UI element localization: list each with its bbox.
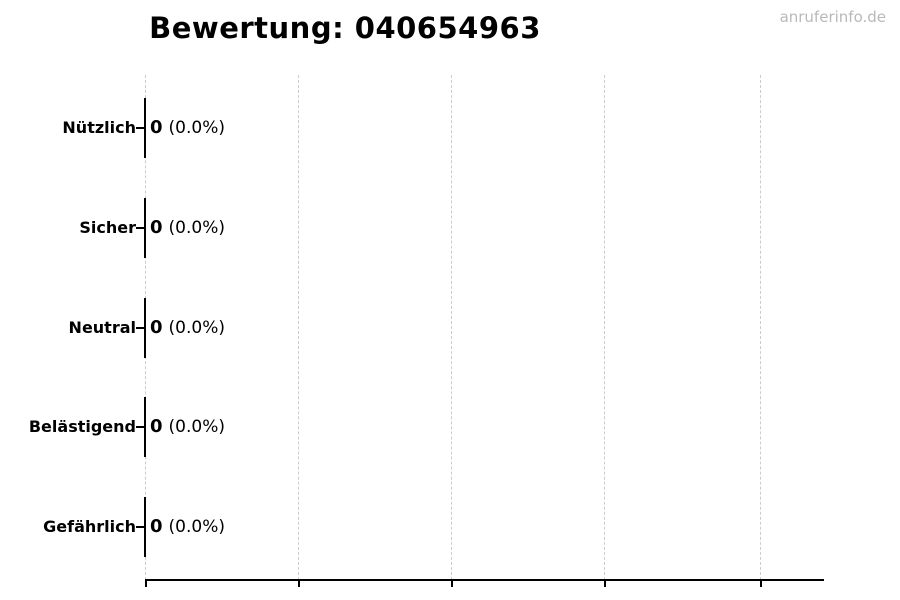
gridline	[298, 75, 299, 580]
chart-title: Bewertung: 040654963	[149, 11, 541, 45]
value-percent: (0.0%)	[168, 517, 225, 537]
y-axis-label: Neutral	[68, 318, 136, 337]
x-axis-tick	[604, 581, 606, 587]
value-label: 0 (0.0%)	[150, 515, 225, 539]
bar	[144, 98, 146, 158]
x-axis-tick	[760, 581, 762, 587]
y-axis-tick	[136, 327, 144, 329]
value-label: 0 (0.0%)	[150, 116, 225, 140]
x-axis-tick	[145, 581, 147, 587]
y-axis-tick	[136, 526, 144, 528]
gridline	[451, 75, 452, 580]
value-percent: (0.0%)	[168, 118, 225, 138]
value-count: 0	[150, 217, 163, 238]
x-axis-line	[145, 579, 824, 581]
y-axis-label: Belästigend	[28, 417, 136, 436]
value-percent: (0.0%)	[168, 318, 225, 338]
value-label: 0 (0.0%)	[150, 415, 225, 439]
value-percent: (0.0%)	[168, 218, 225, 238]
watermark: anruferinfo.de	[779, 8, 886, 26]
bar	[144, 198, 146, 258]
gridline	[760, 75, 761, 580]
value-percent: (0.0%)	[168, 417, 225, 437]
y-axis-label: Gefährlich	[43, 517, 136, 536]
value-count: 0	[150, 117, 163, 138]
x-axis-tick	[451, 581, 453, 587]
value-label: 0 (0.0%)	[150, 316, 225, 340]
y-axis-label: Nützlich	[62, 118, 136, 137]
gridline	[604, 75, 605, 580]
y-axis-label: Sicher	[79, 218, 136, 237]
bar	[144, 497, 146, 557]
value-count: 0	[150, 516, 163, 537]
value-label: 0 (0.0%)	[150, 216, 225, 240]
y-axis-tick	[136, 227, 144, 229]
bar	[144, 397, 146, 457]
bar	[144, 298, 146, 358]
y-axis-tick	[136, 426, 144, 428]
y-axis-tick	[136, 127, 144, 129]
value-count: 0	[150, 317, 163, 338]
value-count: 0	[150, 416, 163, 437]
x-axis-tick	[298, 581, 300, 587]
